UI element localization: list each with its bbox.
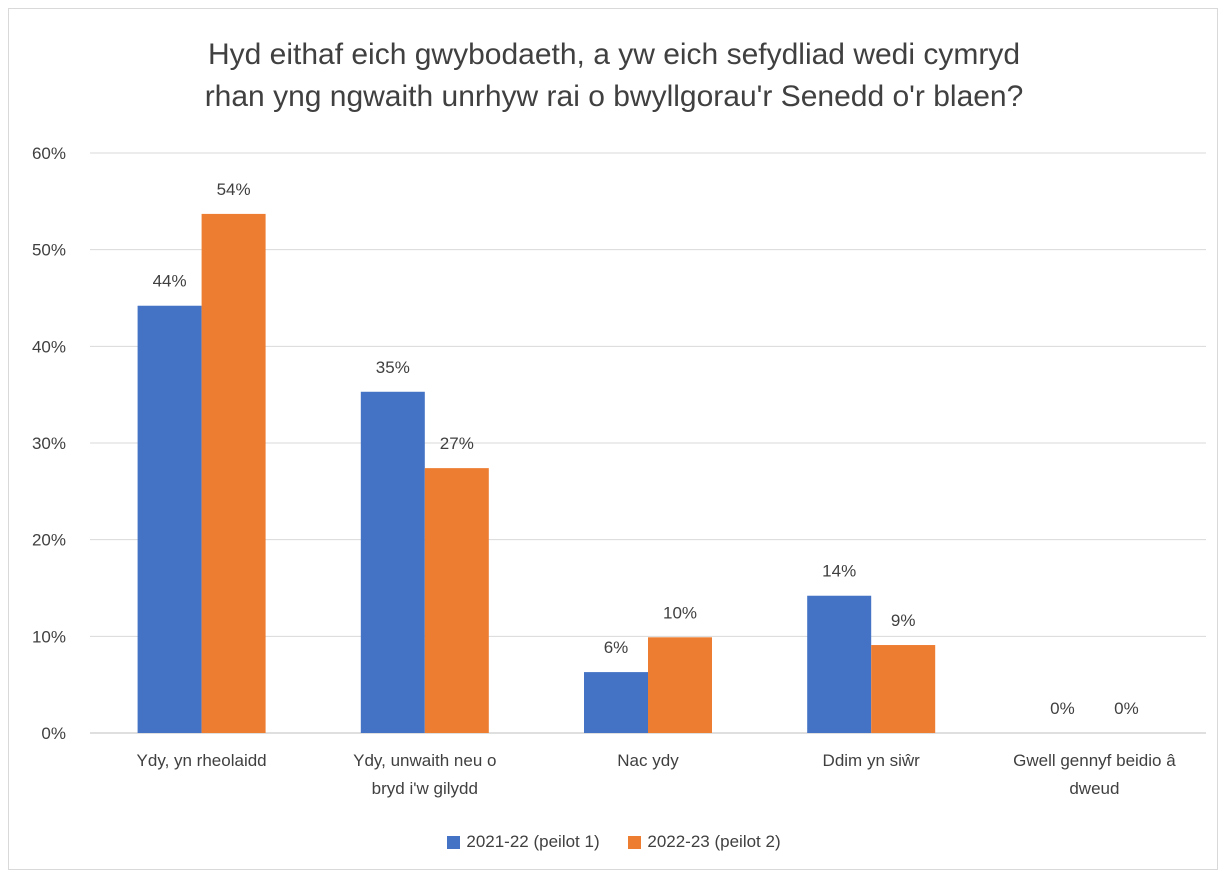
x-tick-label: Ydy, unwaith neu o: [353, 751, 496, 770]
legend-item-series-1: 2021-22 (peilot 1): [447, 832, 600, 852]
data-label: 27%: [440, 434, 474, 453]
x-tick-label: dweud: [1069, 779, 1119, 798]
y-tick-label: 60%: [32, 144, 66, 163]
data-label: 0%: [1114, 699, 1139, 718]
legend-label-series-2: 2022-23 (peilot 2): [647, 832, 781, 851]
y-tick-label: 10%: [32, 627, 66, 646]
bar: [201, 213, 266, 733]
x-tick-label: Ddim yn siŵr: [823, 751, 921, 770]
data-label: 10%: [663, 603, 697, 622]
bar: [648, 637, 712, 733]
y-tick-label: 40%: [32, 337, 66, 356]
x-tick-label: Nac ydy: [617, 751, 679, 770]
bar: [807, 595, 872, 733]
x-tick-label: Ydy, yn rheolaidd: [137, 751, 267, 770]
y-tick-label: 20%: [32, 531, 66, 550]
y-tick-label: 0%: [41, 724, 66, 743]
legend: 2021-22 (peilot 1) 2022-23 (peilot 2): [0, 832, 1228, 854]
data-label: 6%: [604, 638, 629, 657]
data-label: 9%: [891, 611, 916, 630]
bar: [360, 391, 425, 733]
data-label: 35%: [376, 358, 410, 377]
data-label: 0%: [1050, 699, 1075, 718]
legend-label-series-1: 2021-22 (peilot 1): [466, 832, 600, 851]
legend-item-series-2: 2022-23 (peilot 2): [628, 832, 781, 852]
x-tick-label: bryd i'w gilydd: [372, 779, 478, 798]
x-tick-label: Gwell gennyf beidio â: [1013, 751, 1176, 770]
chart-title-line-1: Hyd eithaf eich gwybodaeth, a yw eich se…: [207, 38, 1021, 71]
bar: [584, 672, 648, 733]
bar: [871, 645, 936, 733]
y-tick-label: 50%: [32, 241, 66, 260]
bar: [424, 468, 489, 733]
legend-swatch-series-1: [447, 835, 461, 849]
chart-title: Hyd eithaf eich gwybodaeth, a yw eich se…: [0, 34, 1228, 118]
chart-title-line-2: rhan yng ngwaith unrhyw rai o bwyllgorau…: [204, 80, 1024, 113]
legend-swatch-series-2: [628, 835, 642, 849]
y-tick-label: 30%: [32, 434, 66, 453]
data-label: 14%: [822, 562, 856, 581]
data-label: 54%: [217, 180, 251, 199]
data-label: 44%: [153, 272, 187, 291]
bar: [137, 305, 202, 733]
